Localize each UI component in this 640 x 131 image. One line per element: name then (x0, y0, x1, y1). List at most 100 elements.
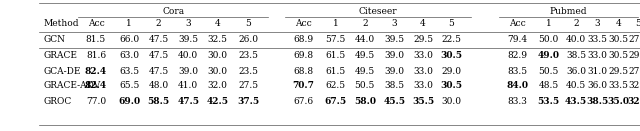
Text: 70.7: 70.7 (292, 81, 314, 91)
Text: 27.5: 27.5 (238, 81, 259, 91)
Text: 48.0: 48.0 (148, 81, 169, 91)
Text: 58.0: 58.0 (354, 97, 376, 107)
Text: 69.0: 69.0 (118, 97, 140, 107)
Text: 39.5: 39.5 (178, 36, 198, 45)
Text: 82.4: 82.4 (85, 81, 107, 91)
Text: 81.5: 81.5 (86, 36, 106, 45)
Text: 58.5: 58.5 (148, 97, 170, 107)
Text: 50.5: 50.5 (538, 67, 559, 75)
Text: 30.5: 30.5 (440, 81, 462, 91)
Text: 1: 1 (546, 20, 551, 29)
Text: 1: 1 (127, 20, 132, 29)
Text: 3: 3 (186, 20, 191, 29)
Text: 29.0: 29.0 (628, 51, 640, 61)
Text: 77.0: 77.0 (86, 97, 106, 107)
Text: GRACE: GRACE (44, 51, 77, 61)
Text: 33.5: 33.5 (587, 36, 607, 45)
Text: GRACE-ADV: GRACE-ADV (44, 81, 100, 91)
Text: 27.0: 27.0 (628, 36, 640, 45)
Text: 29.0: 29.0 (441, 67, 461, 75)
Text: 37.5: 37.5 (237, 97, 259, 107)
Text: 48.5: 48.5 (538, 81, 559, 91)
Text: 47.5: 47.5 (177, 97, 199, 107)
Text: 68.8: 68.8 (293, 67, 314, 75)
Text: 32.0: 32.0 (207, 81, 228, 91)
Text: 30.5: 30.5 (608, 51, 628, 61)
Text: 38.5: 38.5 (586, 97, 608, 107)
Text: 30.0: 30.0 (207, 51, 228, 61)
Text: 61.5: 61.5 (325, 51, 346, 61)
Text: Cora: Cora (162, 7, 184, 17)
Text: 50.5: 50.5 (355, 81, 375, 91)
Text: 32.0: 32.0 (628, 81, 640, 91)
Text: 3: 3 (392, 20, 397, 29)
Text: 29.5: 29.5 (608, 67, 628, 75)
Text: 39.0: 39.0 (384, 51, 404, 61)
Text: 57.5: 57.5 (325, 36, 346, 45)
Text: 5: 5 (635, 20, 640, 29)
Text: 30.0: 30.0 (441, 97, 461, 107)
Text: 42.5: 42.5 (207, 97, 228, 107)
Text: 38.5: 38.5 (384, 81, 404, 91)
Text: 69.8: 69.8 (293, 51, 314, 61)
Text: GCN: GCN (44, 36, 65, 45)
Text: 47.5: 47.5 (148, 67, 169, 75)
Text: 68.9: 68.9 (293, 36, 314, 45)
Text: 45.5: 45.5 (383, 97, 405, 107)
Text: 33.0: 33.0 (413, 67, 433, 75)
Text: 63.0: 63.0 (119, 51, 140, 61)
Text: 79.4: 79.4 (507, 36, 527, 45)
Text: 49.0: 49.0 (538, 51, 559, 61)
Text: 30.0: 30.0 (207, 67, 228, 75)
Text: 83.5: 83.5 (507, 67, 527, 75)
Text: 26.0: 26.0 (238, 36, 259, 45)
Text: 39.0: 39.0 (178, 67, 198, 75)
Text: 41.0: 41.0 (178, 81, 198, 91)
Text: 32.5: 32.5 (207, 36, 228, 45)
Text: 40.0: 40.0 (178, 51, 198, 61)
Text: 40.0: 40.0 (566, 36, 586, 45)
Text: 27.0: 27.0 (628, 67, 640, 75)
Text: 63.5: 63.5 (119, 67, 140, 75)
Text: 44.0: 44.0 (355, 36, 375, 45)
Text: 66.0: 66.0 (119, 36, 140, 45)
Text: 33.0: 33.0 (587, 51, 607, 61)
Text: Acc: Acc (509, 20, 525, 29)
Text: 49.5: 49.5 (355, 51, 375, 61)
Text: 29.5: 29.5 (413, 36, 433, 45)
Text: 35.0: 35.0 (607, 97, 629, 107)
Text: 53.5: 53.5 (538, 97, 559, 107)
Text: 38.5: 38.5 (566, 51, 586, 61)
Text: 49.5: 49.5 (355, 67, 375, 75)
Text: Acc: Acc (295, 20, 312, 29)
Text: 23.5: 23.5 (238, 67, 259, 75)
Text: 50.0: 50.0 (538, 36, 559, 45)
Text: 2: 2 (362, 20, 367, 29)
Text: 30.5: 30.5 (608, 36, 628, 45)
Text: 81.6: 81.6 (86, 51, 106, 61)
Text: 2: 2 (156, 20, 161, 29)
Text: 62.5: 62.5 (325, 81, 346, 91)
Text: 43.5: 43.5 (565, 97, 587, 107)
Text: Acc: Acc (88, 20, 104, 29)
Text: 67.5: 67.5 (324, 97, 346, 107)
Text: Citeseer: Citeseer (359, 7, 397, 17)
Text: 36.0: 36.0 (566, 67, 586, 75)
Text: 36.0: 36.0 (587, 81, 607, 91)
Text: 82.4: 82.4 (85, 67, 107, 75)
Text: 2: 2 (573, 20, 579, 29)
Text: Pubmed: Pubmed (550, 7, 588, 17)
Text: 39.0: 39.0 (384, 67, 404, 75)
Text: GROC: GROC (44, 97, 72, 107)
Text: 84.0: 84.0 (506, 81, 528, 91)
Text: 4: 4 (420, 20, 426, 29)
Text: 30.5: 30.5 (440, 51, 462, 61)
Text: 40.5: 40.5 (566, 81, 586, 91)
Text: 47.5: 47.5 (148, 36, 169, 45)
Text: Method: Method (44, 20, 79, 29)
Text: 47.5: 47.5 (148, 51, 169, 61)
Text: 33.0: 33.0 (413, 81, 433, 91)
Text: 4: 4 (215, 20, 220, 29)
Text: 3: 3 (595, 20, 600, 29)
Text: 67.6: 67.6 (293, 97, 314, 107)
